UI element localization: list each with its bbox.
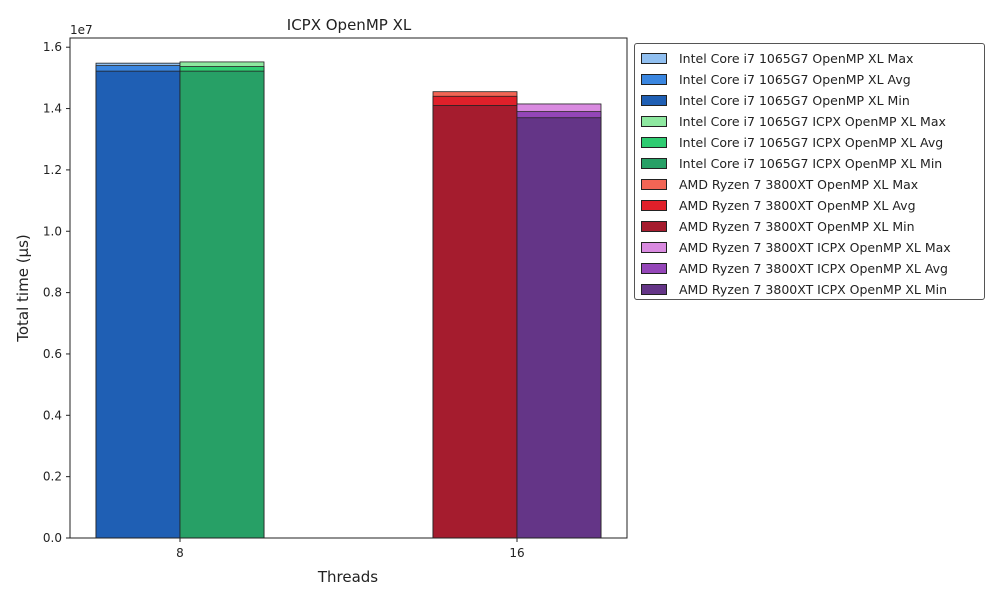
bar-intel-core-i7-1065g7-icpx-openmp-xl-min — [179, 70, 265, 539]
legend-item: AMD Ryzen 7 3800XT ICPX OpenMP XL Avg — [641, 258, 984, 279]
legend-item: AMD Ryzen 7 3800XT OpenMP XL Min — [641, 216, 984, 237]
legend-swatch — [641, 158, 667, 169]
legend-label: Intel Core i7 1065G7 ICPX OpenMP XL Max — [679, 114, 946, 129]
bar-intel-core-i7-1065g7-openmp-xl-min — [95, 70, 181, 539]
x-tick-label: 8 — [176, 546, 184, 560]
y-tick-label: 0.2 — [43, 470, 62, 484]
legend-label: Intel Core i7 1065G7 ICPX OpenMP XL Min — [679, 156, 943, 171]
legend-label: AMD Ryzen 7 3800XT OpenMP XL Avg — [679, 198, 916, 213]
legend-label: AMD Ryzen 7 3800XT OpenMP XL Min — [679, 219, 915, 234]
legend-swatch — [641, 242, 667, 253]
legend-label: AMD Ryzen 7 3800XT ICPX OpenMP XL Min — [679, 282, 948, 297]
legend-swatch — [641, 179, 667, 190]
legend-item: AMD Ryzen 7 3800XT ICPX OpenMP XL Max — [641, 237, 984, 258]
legend-item: Intel Core i7 1065G7 ICPX OpenMP XL Max — [641, 111, 984, 132]
legend-item: Intel Core i7 1065G7 ICPX OpenMP XL Avg — [641, 132, 984, 153]
legend-swatch — [641, 221, 667, 232]
legend-label: Intel Core i7 1065G7 OpenMP XL Min — [679, 93, 910, 108]
y-tick-label: 1.0 — [43, 224, 62, 238]
legend-item: AMD Ryzen 7 3800XT ICPX OpenMP XL Min — [641, 279, 984, 300]
legend-item: Intel Core i7 1065G7 OpenMP XL Max — [641, 48, 984, 69]
legend-swatch — [641, 263, 667, 274]
y-tick-label: 0.8 — [43, 286, 62, 300]
legend-swatch — [641, 95, 667, 106]
x-tick-label: 16 — [509, 546, 524, 560]
legend-label: Intel Core i7 1065G7 ICPX OpenMP XL Avg — [679, 135, 944, 150]
y-tick-label: 1.4 — [43, 102, 62, 116]
bar-amd-ryzen-7-3800xt-icpx-openmp-xl-min — [516, 117, 602, 539]
legend-item: Intel Core i7 1065G7 OpenMP XL Min — [641, 90, 984, 111]
legend-swatch — [641, 284, 667, 295]
legend-swatch — [641, 116, 667, 127]
legend-label: Intel Core i7 1065G7 OpenMP XL Avg — [679, 72, 911, 87]
legend-item: Intel Core i7 1065G7 OpenMP XL Avg — [641, 69, 984, 90]
y-tick-label: 0.0 — [43, 531, 62, 545]
legend-swatch — [641, 53, 667, 64]
y-tick-label: 0.4 — [43, 408, 62, 422]
legend-item: Intel Core i7 1065G7 ICPX OpenMP XL Min — [641, 153, 984, 174]
legend-swatch — [641, 137, 667, 148]
chart-legend: Intel Core i7 1065G7 OpenMP XL Max Intel … — [634, 43, 985, 300]
legend-item: AMD Ryzen 7 3800XT OpenMP XL Max — [641, 174, 984, 195]
y-axis-label: Total time (µs) — [14, 234, 32, 343]
legend-swatch — [641, 74, 667, 85]
y-tick-label: 1.2 — [43, 163, 62, 177]
legend-label: Intel Core i7 1065G7 OpenMP XL Max — [679, 51, 914, 66]
chart-title: ICPX OpenMP XL — [287, 16, 412, 34]
y-tick-label: 0.6 — [43, 347, 62, 361]
legend-swatch — [641, 200, 667, 211]
legend-label: AMD Ryzen 7 3800XT ICPX OpenMP XL Avg — [679, 261, 948, 276]
y-tick-label: 1.6 — [43, 40, 62, 54]
bar-amd-ryzen-7-3800xt-openmp-xl-min — [432, 105, 518, 539]
x-axis-label: Threads — [317, 568, 378, 586]
plot-frame — [69, 37, 628, 539]
y-scale-label: 1e7 — [70, 23, 93, 37]
legend-label: AMD Ryzen 7 3800XT OpenMP XL Max — [679, 177, 919, 192]
legend-label: AMD Ryzen 7 3800XT ICPX OpenMP XL Max — [679, 240, 951, 255]
legend-item: AMD Ryzen 7 3800XT OpenMP XL Avg — [641, 195, 984, 216]
